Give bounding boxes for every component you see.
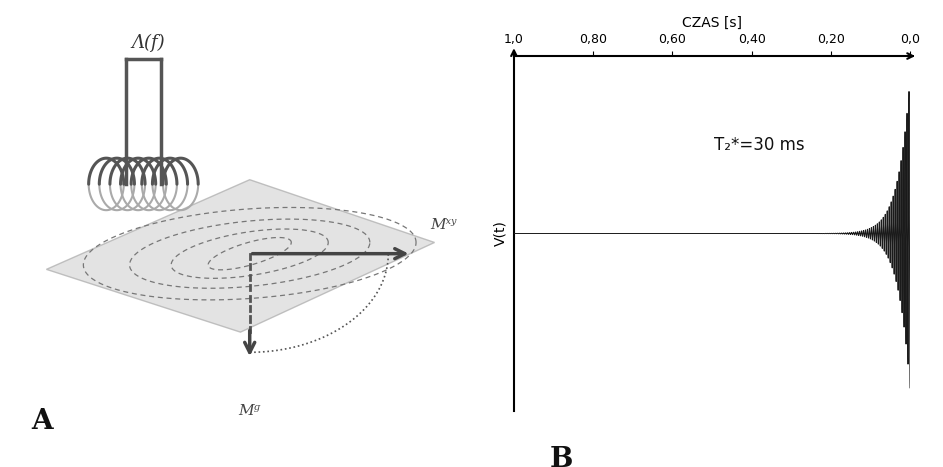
Text: Mᶢ: Mᶢ <box>239 404 261 418</box>
Text: T₂*=30 ms: T₂*=30 ms <box>714 136 804 154</box>
X-axis label: CZAS [s]: CZAS [s] <box>682 15 742 29</box>
Y-axis label: V(t): V(t) <box>493 220 507 247</box>
Text: B: B <box>550 446 573 467</box>
Text: Λ(f): Λ(f) <box>131 34 165 52</box>
Text: A: A <box>31 408 53 435</box>
Polygon shape <box>46 180 435 332</box>
Text: Mˣʸ: Mˣʸ <box>430 218 456 232</box>
